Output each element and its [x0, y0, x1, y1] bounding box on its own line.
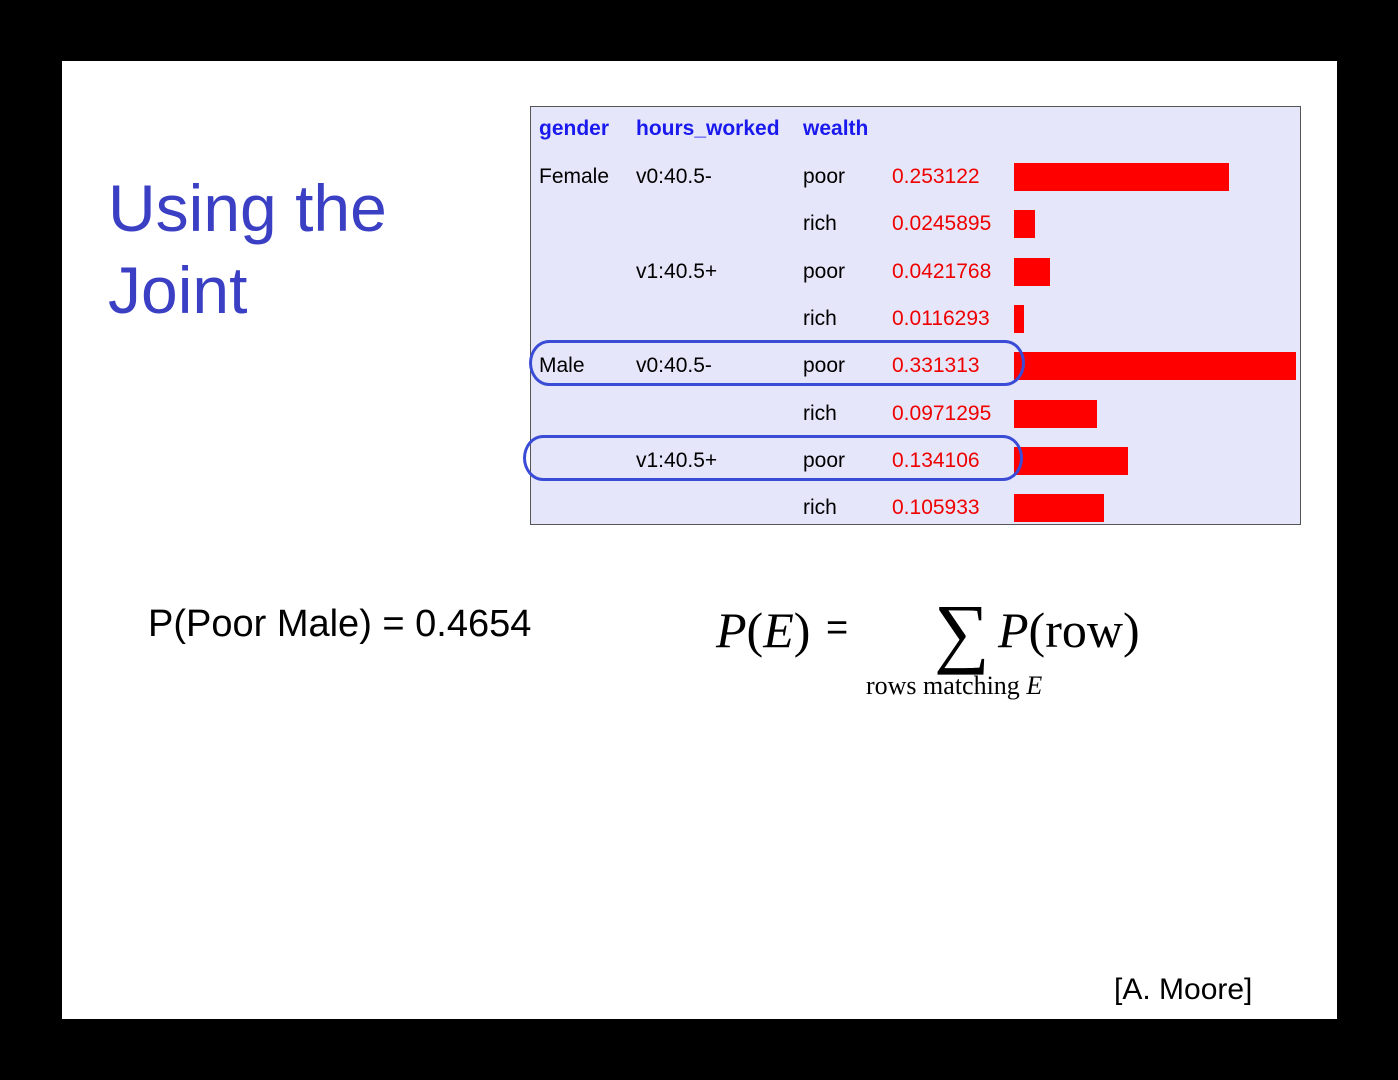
header-wealth: wealth — [803, 117, 869, 140]
title-line-1: Using the — [108, 171, 387, 245]
cell-probability: 0.0971295 — [892, 402, 992, 425]
cell-probability: 0.0245895 — [892, 212, 992, 235]
probability-bar — [1014, 210, 1035, 238]
subscript-text: rows matching — [866, 671, 1027, 700]
probability-bar — [1014, 305, 1024, 333]
cell-hours-worked: v1:40.5+ — [636, 449, 718, 472]
formula-rhs-arg: (row) — [1028, 602, 1140, 658]
poor-male-probability: P(Poor Male) = 0.4654 — [148, 603, 532, 645]
cell-wealth: rich — [803, 212, 837, 235]
cell-probability: 0.0421768 — [892, 260, 992, 283]
cell-hours-worked: v0:40.5- — [636, 165, 712, 188]
cell-hours-worked: v1:40.5+ — [636, 260, 718, 283]
cell-probability: 0.134106 — [892, 449, 980, 472]
summation-subscript: rows matching E — [866, 671, 1042, 701]
cell-hours-worked: v0:40.5- — [636, 354, 712, 377]
cell-wealth: poor — [803, 165, 846, 188]
slide: Using the Joint gender hours_worked weal… — [62, 61, 1337, 1019]
cell-wealth: rich — [803, 402, 837, 425]
cell-probability: 0.253122 — [892, 165, 980, 188]
header-gender: gender — [539, 117, 610, 140]
formula-equals: = — [826, 607, 849, 649]
header-hours-worked: hours_worked — [636, 117, 780, 140]
subscript-var: E — [1026, 671, 1043, 700]
probability-bar — [1014, 447, 1128, 475]
cell-probability: 0.331313 — [892, 354, 980, 377]
cell-probability: 0.0116293 — [892, 307, 990, 330]
formula-rhs-p: P — [998, 602, 1029, 658]
formula-lhs-p: P — [716, 602, 747, 658]
formula-rhs: P(row) — [998, 601, 1140, 659]
formula-lhs: P(E) — [716, 602, 811, 658]
cell-probability: 0.105933 — [892, 496, 980, 519]
cell-wealth: rich — [803, 496, 837, 519]
attribution: [A. Moore] — [1114, 973, 1253, 1006]
cell-wealth: poor — [803, 260, 846, 283]
cell-wealth: poor — [803, 449, 846, 472]
slide-title: Using the Joint — [108, 167, 387, 331]
formula-lhs-e: E — [763, 602, 794, 658]
joint-distribution-table: gender hours_worked wealth Female v0:40.5… — [523, 106, 1301, 525]
cell-wealth: poor — [803, 354, 846, 377]
probability-bar — [1014, 258, 1050, 286]
summation-symbol: ∑ — [934, 588, 990, 675]
title-line-2: Joint — [108, 253, 248, 327]
cell-gender: Female — [539, 165, 610, 188]
cell-wealth: rich — [803, 307, 837, 330]
probability-bar — [1014, 400, 1097, 428]
probability-bar — [1014, 163, 1229, 191]
probability-bar — [1014, 494, 1104, 522]
probability-bar — [1014, 352, 1296, 380]
cell-gender: Male — [539, 354, 585, 377]
